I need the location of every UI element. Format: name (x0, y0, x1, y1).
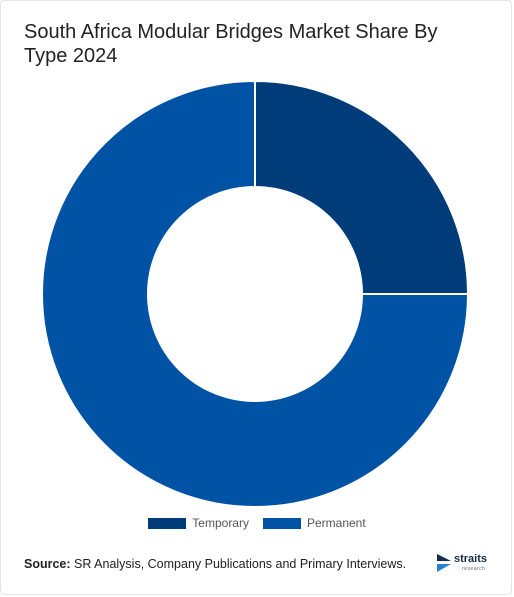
legend-swatch (148, 517, 187, 529)
logo-name: straits (454, 553, 488, 565)
source-note: Source: SR Analysis, Company Publication… (24, 557, 406, 571)
legend-label: Permanent (306, 516, 366, 530)
straits-logo: straits research (436, 552, 492, 576)
legend-swatch (262, 517, 301, 529)
legend-item-permanent[interactable]: Permanent (262, 516, 366, 530)
pie-slice-temporary[interactable] (254, 79, 470, 295)
logo-icon (437, 554, 451, 572)
chart-legend: Temporary Permanent (0, 516, 514, 530)
logo-sub: research (462, 566, 486, 572)
legend-item-temporary[interactable]: Temporary (148, 516, 249, 530)
source-text: SR Analysis, Company Publications and Pr… (70, 557, 407, 571)
chart-title: South Africa Modular Bridges Market Shar… (24, 21, 438, 67)
source-label: Source: (24, 557, 71, 571)
pie-slice-permanent[interactable] (41, 79, 470, 508)
legend-label: Temporary (192, 516, 249, 530)
